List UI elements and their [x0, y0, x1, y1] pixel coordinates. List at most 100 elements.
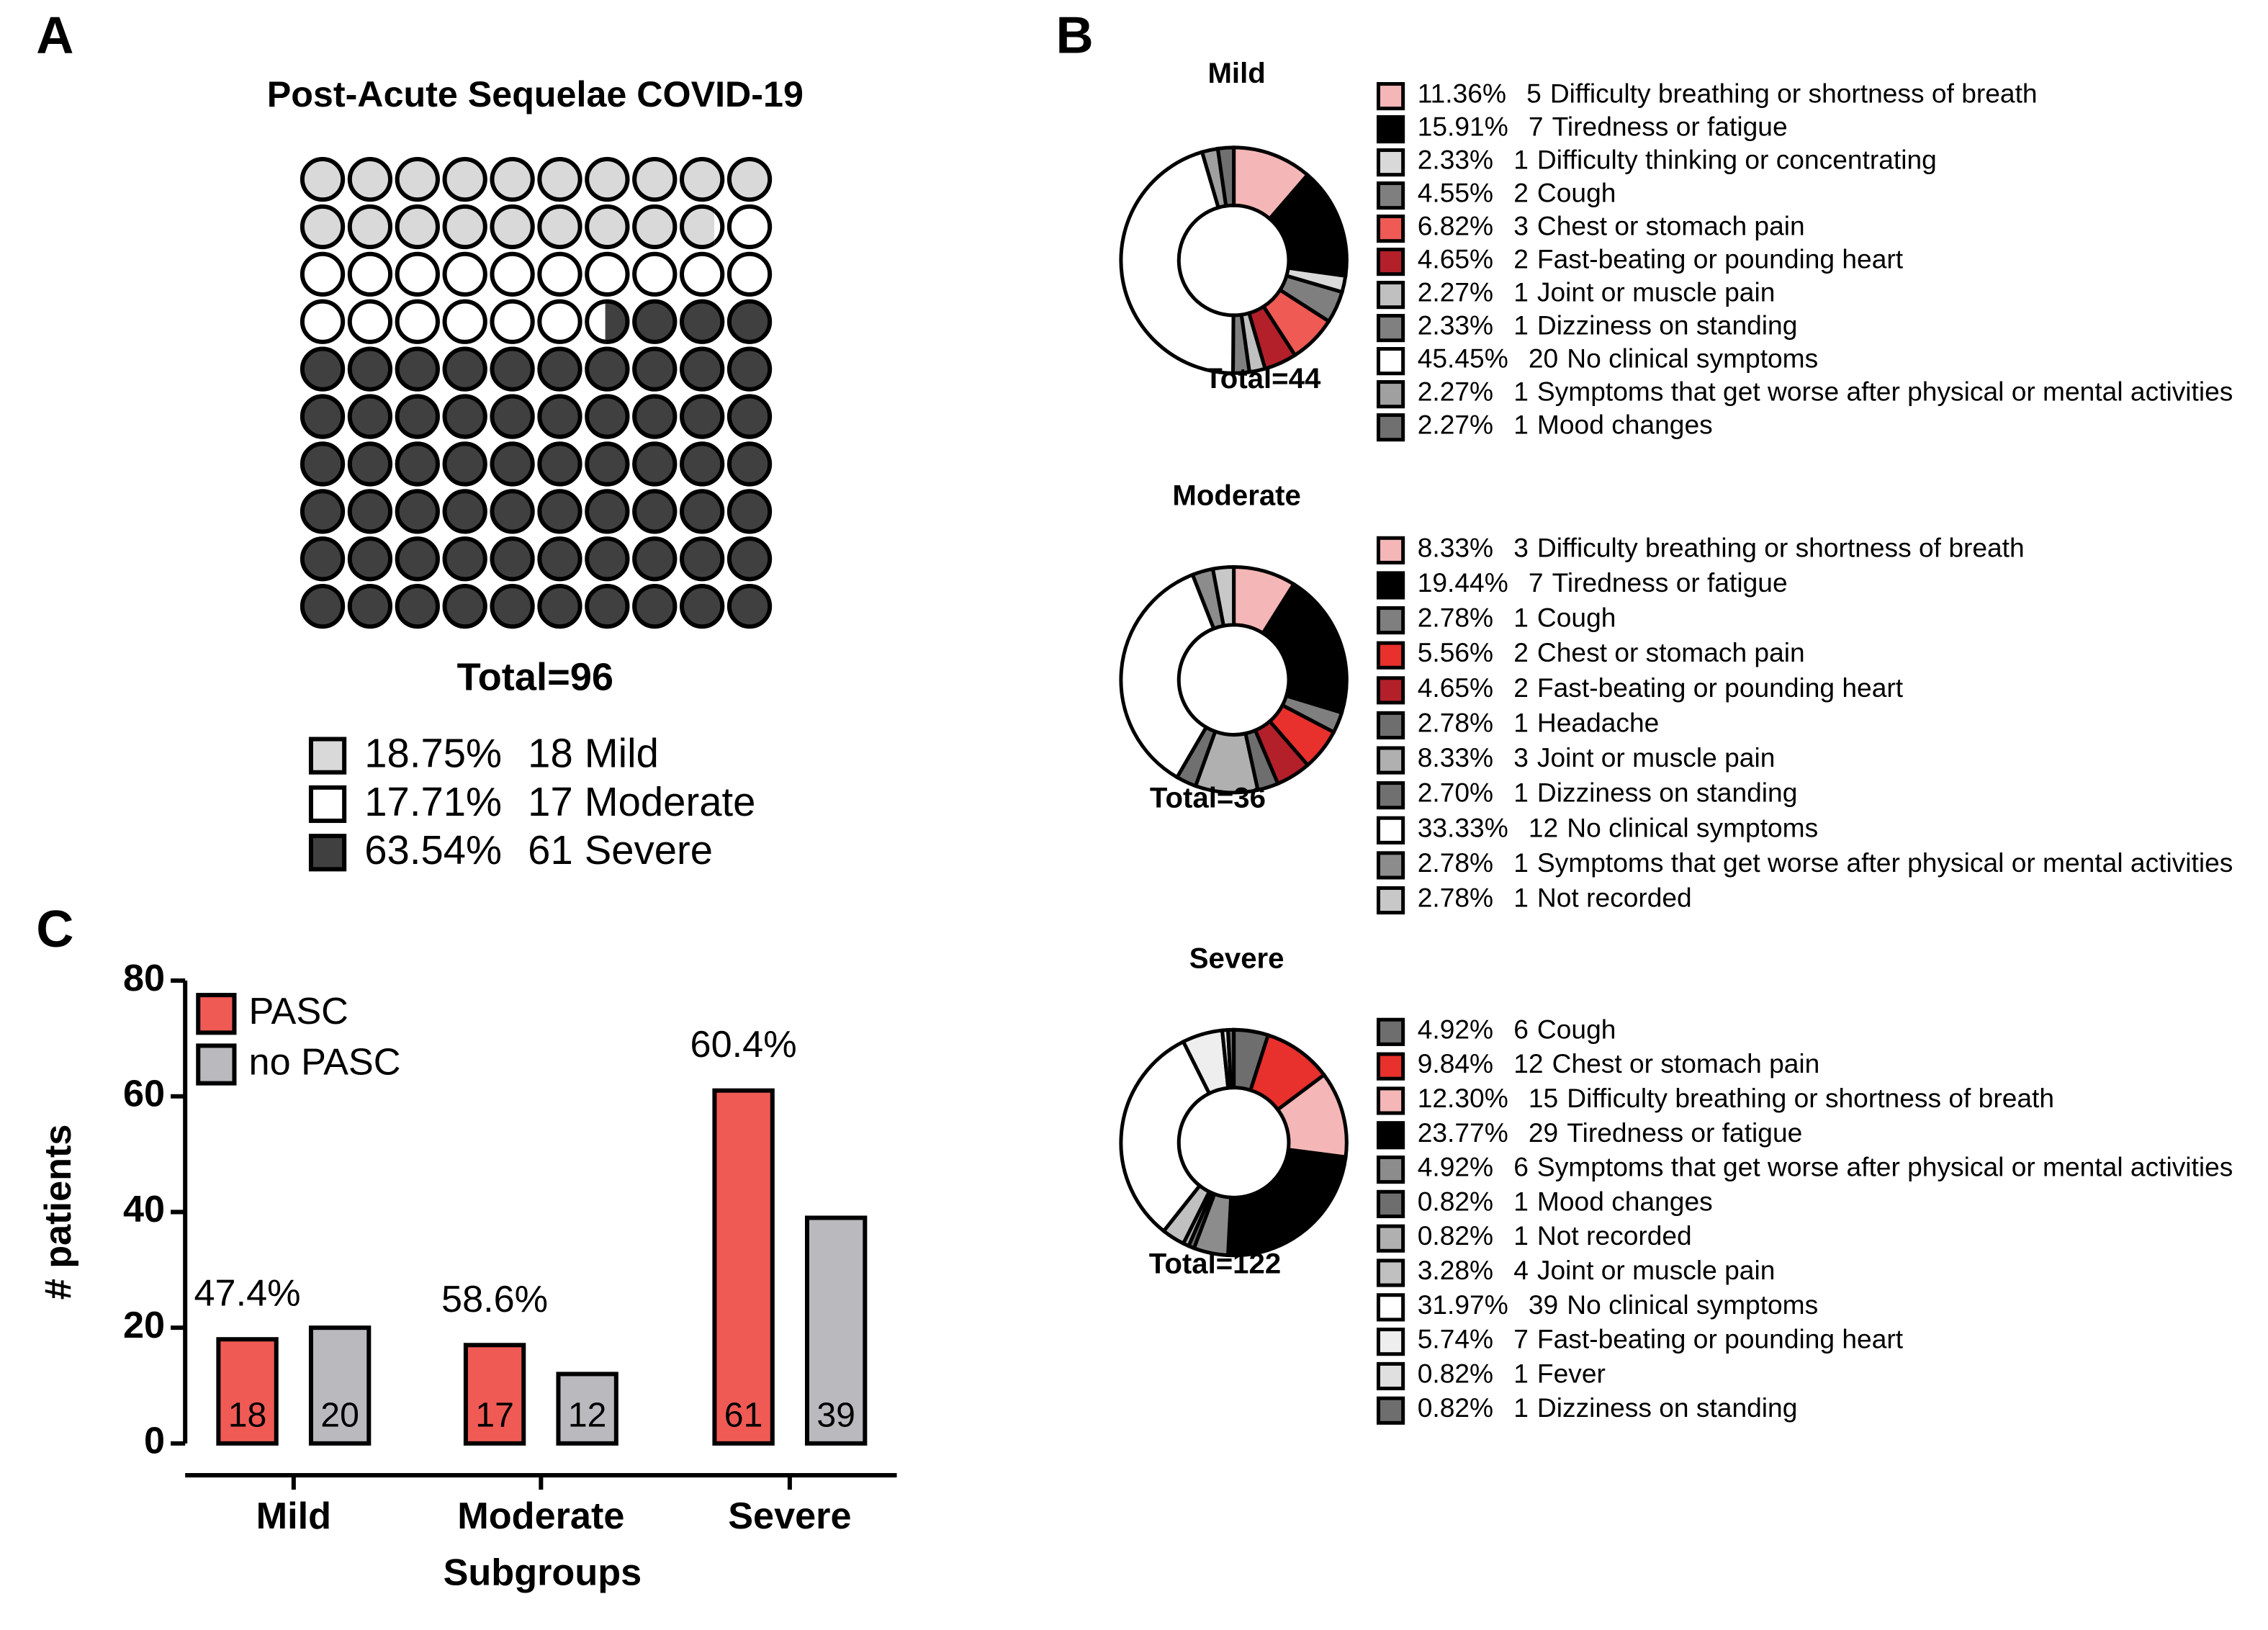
- legend-name: Dizziness on standing: [1537, 310, 1797, 340]
- legend-name: Not recorded: [1537, 882, 1692, 912]
- waffle-cell: [680, 156, 725, 202]
- legend-percent: 5.74%: [1418, 1323, 1493, 1354]
- legend-percent: 4.92%: [1418, 1014, 1493, 1044]
- waffle-cell: [632, 156, 678, 202]
- legend-name: Difficulty breathing or shortness of bre…: [1550, 78, 2038, 108]
- legend-swatch: [196, 993, 237, 1035]
- legend-name: Headache: [1537, 707, 1659, 737]
- legend-percent: 45.45%: [1418, 343, 1508, 373]
- legend-swatch: [1376, 536, 1405, 564]
- waffle-cell: [680, 251, 725, 297]
- legend-name: Fast-beating or pounding heart: [1537, 243, 1904, 274]
- waffle-cell: [632, 536, 678, 582]
- waffle-cell: [726, 346, 773, 392]
- legend-swatch: [1376, 82, 1405, 111]
- bar-value-label: 39: [816, 1395, 855, 1434]
- total-label: Total=122: [1149, 1247, 1281, 1279]
- waffle-cell: [585, 441, 630, 487]
- legend-label: PASC: [249, 991, 348, 1032]
- legend-count: 2: [1513, 672, 1529, 703]
- waffle-cell: [726, 299, 773, 344]
- legend-percent: 2.70%: [1418, 777, 1493, 807]
- waffle-cell: [632, 299, 678, 344]
- legend-name: Tiredness or fatigue: [1552, 111, 1788, 141]
- legend-count: 3: [1513, 210, 1529, 240]
- donut-slice: [1119, 1039, 1212, 1234]
- waffle-cell: [300, 394, 346, 439]
- waffle-cell: [347, 536, 393, 582]
- legend-percent: 0.82%: [1418, 1358, 1493, 1388]
- legend-entry: 4.92% 6 Cough: [1418, 1014, 1616, 1044]
- legend-entry: 19.44% 7 Tiredness or fatigue: [1418, 567, 1788, 598]
- waffle-cell: [680, 299, 725, 344]
- waffle-cell: [585, 156, 630, 202]
- legend-name: No clinical symptoms: [1567, 1289, 1818, 1320]
- legend-count: 2: [1513, 177, 1529, 207]
- legend-count: 1: [1513, 882, 1529, 912]
- legend-entry: 0.82% 1 Fever: [1418, 1358, 1606, 1388]
- waffle-cell: [680, 394, 725, 439]
- legend-name: Cough: [1537, 177, 1616, 207]
- waffle-cell: [585, 583, 630, 629]
- legend-swatch: [1376, 1121, 1405, 1150]
- waffle-cell: [726, 441, 773, 487]
- legend-entry: 4.65% 2 Fast-beating or pounding heart: [1418, 672, 1904, 703]
- panel-label: A: [36, 6, 73, 64]
- legend-entry: 0.82% 1 Not recorded: [1418, 1220, 1692, 1251]
- waffle-cell: [300, 583, 346, 629]
- waffle-cell: [537, 251, 582, 297]
- legend-entry: 2.33% 1 Dizziness on standing: [1418, 310, 1798, 340]
- legend-percent: 33.33%: [1418, 812, 1508, 842]
- donut-slice: [1225, 1148, 1348, 1258]
- waffle-cell: [605, 299, 630, 344]
- waffle-cell: [442, 394, 487, 439]
- legend-count: 61: [528, 827, 573, 873]
- legend-swatch: [1376, 1155, 1405, 1184]
- legend-entry: 0.82% 1 Mood changes: [1418, 1186, 1713, 1216]
- legend-swatch: [1376, 641, 1405, 670]
- legend-percent: 2.78%: [1418, 707, 1493, 737]
- legend-percent: 2.27%: [1418, 276, 1493, 307]
- legend-count: 1: [1513, 310, 1529, 340]
- bar-value-label: 18: [228, 1395, 267, 1434]
- waffle-cell: [395, 489, 440, 534]
- total-label: Total=96: [457, 655, 613, 698]
- waffle-cell: [490, 536, 535, 582]
- legend-swatch: [308, 834, 347, 872]
- legend-name: Chest or stomach pain: [1552, 1048, 1820, 1079]
- legend-entry: 2.78% 1 Cough: [1418, 602, 1616, 632]
- legend-name: Dizziness on standing: [1537, 1392, 1797, 1423]
- waffle-cell: [300, 489, 346, 534]
- legend-name: Difficulty thinking or concentrating: [1537, 144, 1937, 174]
- waffle-cell: [300, 299, 346, 344]
- bar: [804, 1215, 868, 1446]
- legend-percent: 4.55%: [1418, 177, 1493, 207]
- waffle-cell: [347, 346, 393, 392]
- waffle-cell: [585, 346, 630, 392]
- waffle-cell: [395, 299, 440, 344]
- bar-value-label: 17: [475, 1395, 514, 1434]
- waffle-cell: [490, 394, 535, 439]
- waffle-cell: [347, 583, 393, 629]
- waffle-cell: [726, 583, 773, 629]
- bar-value-label: 61: [724, 1395, 763, 1434]
- legend-percent: 8.33%: [1418, 742, 1493, 773]
- y-tick-label: 80: [123, 958, 165, 999]
- legend-swatch: [1376, 711, 1405, 740]
- waffle-cell: [632, 441, 678, 487]
- waffle-cell: [680, 583, 725, 629]
- donut-slice: [1210, 564, 1236, 629]
- waffle-cell: [585, 204, 630, 250]
- legend-swatch: [1376, 746, 1405, 775]
- y-tick-label: 60: [123, 1073, 165, 1115]
- legend-entry: 5.74% 7 Fast-beating or pounding heart: [1418, 1323, 1904, 1354]
- legend-name: No clinical symptoms: [1567, 343, 1818, 373]
- legend-count: 2: [1513, 637, 1529, 667]
- legend-swatch: [1376, 347, 1405, 376]
- legend-name: Cough: [1537, 602, 1616, 632]
- legend-count: 1: [1513, 144, 1529, 174]
- legend-count: 1: [1513, 707, 1529, 737]
- waffle-cell: [537, 441, 582, 487]
- legend-swatch: [1376, 816, 1405, 845]
